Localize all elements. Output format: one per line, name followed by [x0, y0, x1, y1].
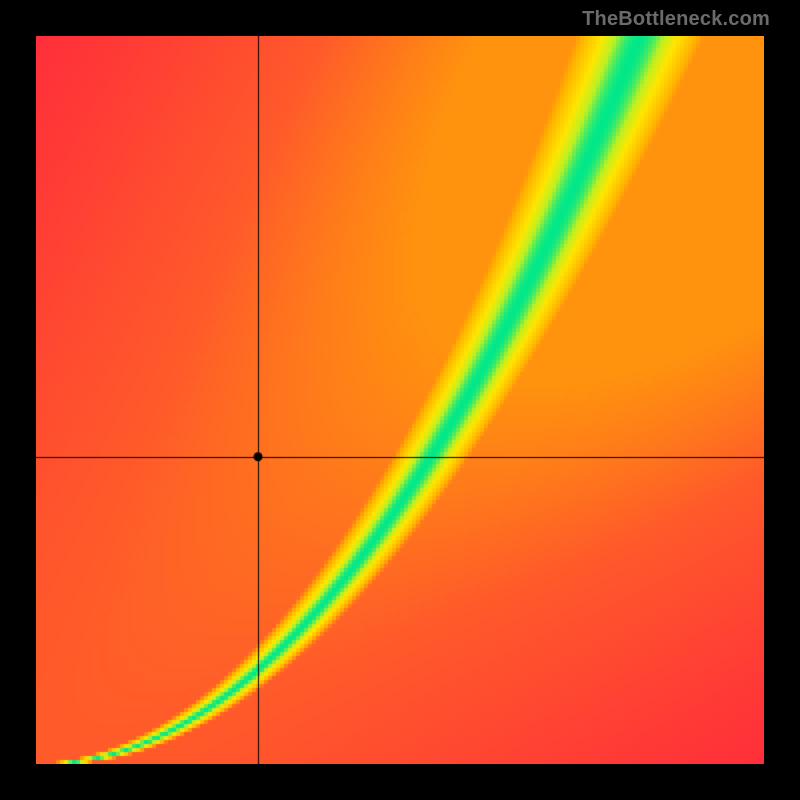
chart-container: TheBottleneck.com: [0, 0, 800, 800]
bottleneck-heatmap: [36, 36, 764, 764]
watermark-text: TheBottleneck.com: [582, 8, 770, 31]
